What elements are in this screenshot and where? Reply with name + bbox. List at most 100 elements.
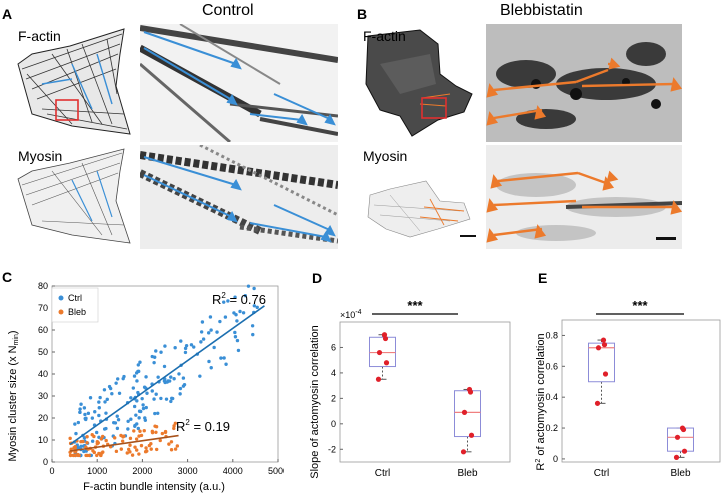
ctrl-point	[152, 360, 156, 365]
slope-data-point	[467, 389, 474, 395]
ctrl-point	[162, 364, 167, 369]
bleb-point	[92, 450, 97, 455]
ctrl-point	[184, 343, 189, 348]
ctrl-point	[236, 348, 241, 353]
ctrl-point	[86, 411, 91, 416]
ctrl-point	[169, 399, 173, 404]
bleb-point	[173, 421, 178, 425]
r2-data-point	[602, 371, 609, 377]
bleb-point	[169, 440, 174, 444]
bleb-point	[100, 434, 105, 439]
bleb-point	[149, 447, 153, 451]
bleb-point	[154, 447, 159, 452]
slope-y-axis-label: Slope of actomyosin correlation	[309, 325, 321, 478]
bleb-fit-line	[69, 434, 179, 452]
bleb-point	[133, 445, 137, 449]
bleb-point	[128, 450, 132, 454]
ctrl-point	[154, 392, 158, 396]
ctrl-point	[169, 375, 173, 379]
slope-box	[454, 390, 481, 438]
bleb-point	[150, 429, 155, 434]
ctrl-point	[116, 377, 120, 381]
ctrl-point	[189, 343, 194, 347]
ctrl-point	[241, 311, 246, 315]
bleb-point	[139, 443, 144, 448]
ctrl-point	[132, 374, 137, 378]
ctrl-point	[167, 379, 172, 383]
bleb-point	[167, 442, 171, 446]
bleb-point	[73, 453, 77, 458]
ctrl-point	[177, 372, 181, 376]
ctrl-point	[178, 386, 183, 391]
bleb-point	[104, 438, 108, 443]
bleb-point	[173, 447, 178, 451]
ctrl-fit-line	[69, 305, 265, 446]
ctrl-point	[93, 410, 97, 414]
ctrl-point	[234, 312, 238, 317]
x-tick-label: 2000	[132, 466, 152, 476]
slope-boxplot: -2 0 2 4 6 Ctrl Bleb ×10-4 Slope of actomyosin…	[309, 298, 511, 479]
ctrl-point	[252, 304, 257, 308]
ctrl-point	[126, 419, 130, 423]
ctrl-point	[173, 346, 177, 350]
ctrl-point	[159, 350, 163, 354]
bleb-point	[120, 439, 125, 443]
ctrl-point	[163, 344, 167, 348]
ctrl-point	[255, 305, 259, 310]
slope-y-tick-label: 0	[331, 419, 336, 429]
bleb-point	[81, 439, 85, 444]
bleb-point	[121, 435, 125, 439]
r2-y-axis-label: R2 of actomyosin correlation	[535, 333, 547, 470]
r2-significance-bar: ***	[596, 298, 684, 315]
ctrl-point	[243, 293, 247, 298]
ctrl-point	[79, 444, 83, 448]
bleb-point	[85, 435, 89, 439]
ctrl-point	[90, 416, 95, 420]
bleb-point	[68, 453, 73, 458]
ctrl-point	[215, 330, 219, 334]
ctrl-point	[132, 404, 137, 409]
y-tick-label: 80	[38, 281, 48, 291]
bleb-point	[139, 433, 144, 438]
ctrl-point	[212, 345, 216, 350]
r2-data-point	[594, 400, 601, 406]
slope-data-point	[460, 449, 467, 455]
ctrl-point	[145, 391, 149, 395]
y-tick-label: 20	[38, 413, 48, 423]
bleb-point	[144, 446, 148, 450]
bleb-point	[175, 444, 180, 448]
ctrl-point	[219, 356, 223, 360]
ctrl-point	[97, 413, 101, 418]
ctrl-point	[183, 350, 188, 355]
ctrl-point	[178, 392, 182, 396]
scale-bar-zoom	[656, 237, 676, 240]
slope-y-tick-label: 6	[331, 342, 336, 352]
r2-y-tick-label: 0.2	[545, 423, 558, 433]
ctrl-point	[129, 396, 133, 400]
y-tick-label: 0	[43, 457, 48, 467]
bleb-point	[77, 453, 81, 458]
ctrl-point	[105, 397, 109, 402]
ctrl-point	[110, 392, 114, 396]
ctrl-r2-annotation: R2 = 0.76	[212, 291, 266, 307]
ctrl-point	[126, 427, 130, 431]
ctrl-point	[181, 376, 186, 380]
ctrl-point	[201, 337, 206, 341]
ctrl-point	[208, 315, 213, 319]
slope-exponent-label: ×10-4	[340, 309, 362, 320]
r2-x-tick-label: Bleb	[670, 468, 690, 479]
bleb-point	[68, 436, 72, 441]
ctrl-point	[98, 395, 102, 400]
ctrl-point	[153, 411, 157, 416]
slope-y-tick-label: -2	[328, 444, 336, 454]
r2-box	[588, 342, 615, 383]
ctrl-point	[222, 356, 226, 360]
r2-data-point	[674, 434, 681, 440]
legend-ctrl-label: Ctrl	[68, 293, 82, 303]
ctrl-point	[252, 286, 256, 291]
ctrl-point	[226, 299, 230, 303]
panel-label-e: E	[538, 270, 548, 286]
r2-x-tick-label: Ctrl	[594, 468, 610, 479]
ctrl-point	[192, 345, 196, 349]
control-factin-cell-image	[12, 24, 136, 142]
